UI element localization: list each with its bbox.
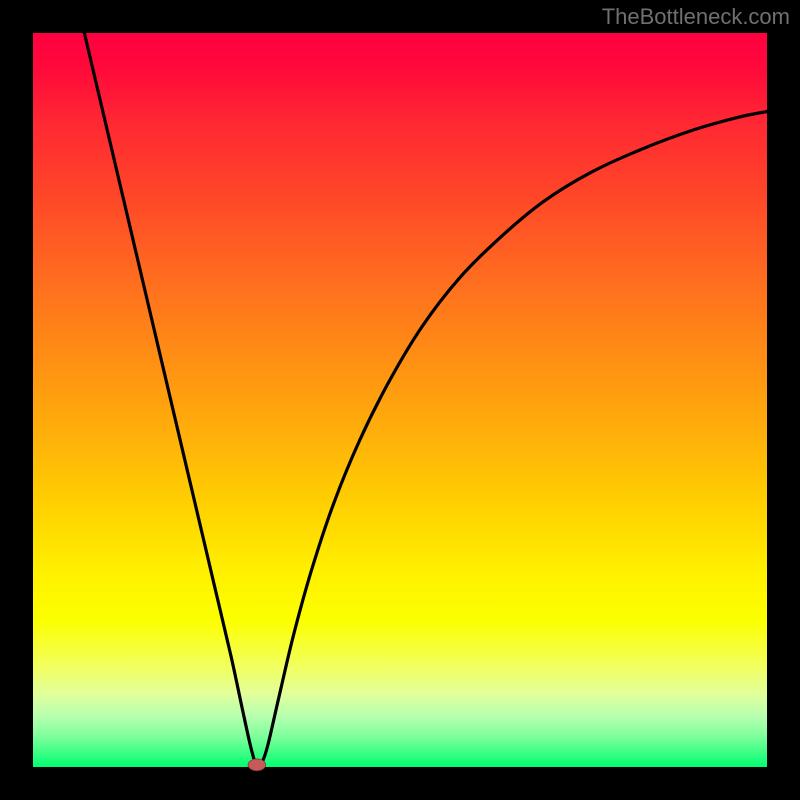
minimum-marker <box>248 759 266 771</box>
bottleneck-curve <box>84 33 767 767</box>
bottleneck-chart <box>33 33 767 767</box>
watermark-text: TheBottleneck.com <box>602 4 790 30</box>
